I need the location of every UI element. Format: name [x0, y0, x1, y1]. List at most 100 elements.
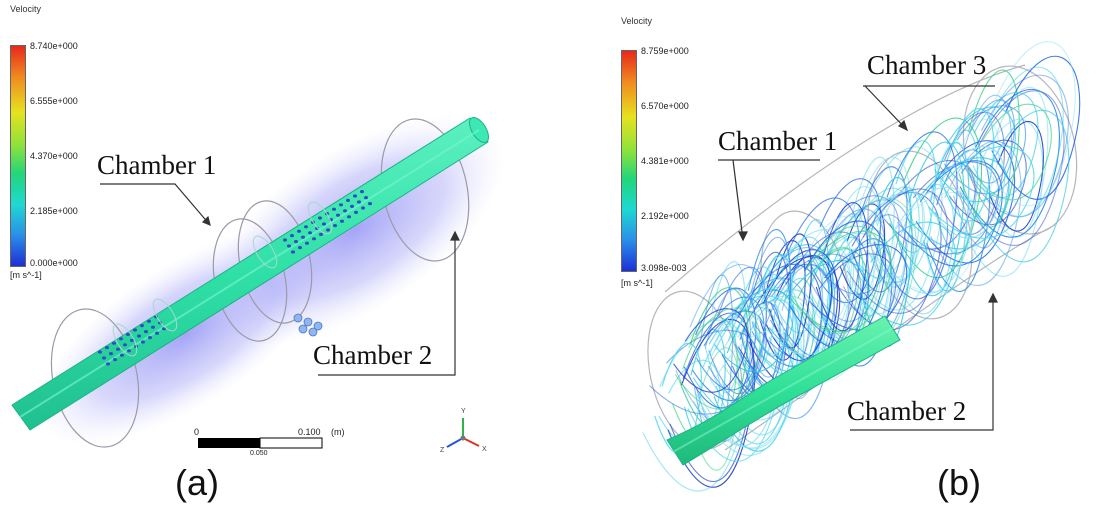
streamline — [959, 118, 1044, 277]
chamber-1-callout-arrow — [100, 183, 211, 227]
perforation-hole — [141, 340, 145, 344]
perforation-hole — [290, 234, 294, 238]
streamline — [696, 296, 765, 391]
perforation-hole — [123, 343, 127, 347]
chamber-2-callout-arrow — [850, 292, 998, 431]
streamline — [769, 231, 870, 367]
perforation-hole — [298, 246, 302, 250]
perforation-hole — [340, 219, 344, 223]
perforation-hole — [106, 362, 110, 366]
perforation-hole — [336, 213, 340, 217]
streamline — [968, 103, 1052, 201]
streamline — [649, 329, 758, 415]
perforation-hole — [147, 319, 151, 323]
streamline — [808, 178, 882, 303]
chamber-3-label: Chamber 3 — [867, 50, 987, 80]
perforation-hole — [347, 215, 351, 219]
perforation-hole — [319, 232, 323, 236]
axis-triad: Y Z X — [440, 408, 487, 454]
streamline — [850, 166, 908, 293]
perforation-hole — [305, 241, 309, 245]
panel-a: Y Z X Velocity 8.740e+000 6.555e+000 4.3… — [10, 4, 505, 503]
svg-text:Z: Z — [440, 447, 445, 454]
perforation-hole — [109, 352, 113, 356]
perforation-hole — [318, 216, 322, 220]
pipe — [11, 117, 490, 431]
perforation-hole — [294, 240, 298, 244]
perforation-hole — [127, 349, 131, 353]
streamline — [846, 188, 948, 314]
perforation-hole — [130, 338, 134, 342]
streamline — [674, 307, 761, 410]
streamline — [964, 74, 1069, 218]
perforation-hole — [283, 238, 287, 242]
perforation-hole — [120, 353, 124, 357]
streamline — [808, 244, 908, 331]
streamline — [932, 111, 1005, 235]
streamline — [928, 145, 1035, 239]
streamline — [754, 229, 854, 356]
streamline — [961, 92, 1039, 198]
streamline — [976, 41, 1076, 207]
panel-b-label: (b) — [937, 462, 981, 503]
streamline — [934, 106, 1016, 203]
chamber-2-callout-arrow — [318, 230, 460, 376]
streamline — [799, 232, 883, 340]
streamline — [951, 119, 1000, 204]
perforation-hole — [119, 337, 123, 341]
streamline — [848, 191, 932, 284]
pipe-section-lines — [112, 201, 333, 357]
chamber-2-perforations — [283, 190, 372, 254]
perforation-hole — [308, 231, 312, 235]
velocity-colorbar — [621, 50, 637, 272]
perforation-hole — [346, 198, 350, 202]
streamline — [739, 229, 791, 387]
pipe — [666, 315, 901, 466]
chamber-1-callout-arrow — [718, 159, 820, 242]
perforation-hole — [297, 229, 301, 233]
particle-cluster — [293, 313, 323, 337]
streamline — [805, 234, 853, 324]
streamline — [922, 140, 970, 294]
chamber-1-label: Chamber 1 — [718, 126, 838, 156]
perforation-hole — [113, 358, 117, 362]
streamline — [890, 183, 955, 315]
streamline — [959, 90, 1065, 246]
streamline — [906, 157, 1010, 250]
streamline — [754, 253, 862, 363]
chamber-2-label: Chamber 2 — [847, 396, 967, 426]
streamline — [887, 140, 937, 253]
perforation-hole — [133, 328, 137, 332]
legend-tick-min: 0.000e+000 — [30, 258, 78, 268]
perforation-hole — [364, 196, 368, 200]
streamline — [904, 160, 1003, 267]
legend-tick-2: 6.570e+000 — [641, 101, 689, 111]
housing-outline — [647, 64, 1078, 451]
streamline — [788, 220, 886, 350]
legend-unit: [m s^-1] — [10, 270, 42, 280]
perforation-hole — [137, 334, 141, 338]
streamline — [752, 255, 793, 355]
perforation-hole — [291, 250, 295, 254]
perforation-hole — [339, 203, 343, 207]
legend-tick-3: 4.381e+000 — [641, 156, 689, 166]
perforation-hole — [112, 341, 116, 345]
chamber-1-label: Chamber 1 — [97, 150, 217, 180]
perforation-hole — [155, 331, 159, 335]
streamline — [708, 266, 767, 395]
legend-tick-4: 2.192e+000 — [641, 211, 689, 221]
streamline — [866, 190, 925, 278]
perforation-hole — [350, 204, 354, 208]
legend-tick-max: 8.759e+000 — [641, 46, 689, 56]
streamline — [691, 310, 767, 402]
scale-end: 0.100 — [298, 427, 321, 437]
perforation-hole — [312, 237, 316, 241]
legend-tick-2: 6.555e+000 — [30, 96, 78, 106]
perforation-hole — [126, 332, 130, 336]
perforation-hole — [98, 350, 102, 354]
chamber-3-callout-arrow — [863, 85, 995, 132]
streamline — [842, 156, 895, 317]
perforation-hole — [140, 324, 144, 328]
perforation-hole — [148, 336, 152, 340]
streamline — [654, 342, 702, 455]
